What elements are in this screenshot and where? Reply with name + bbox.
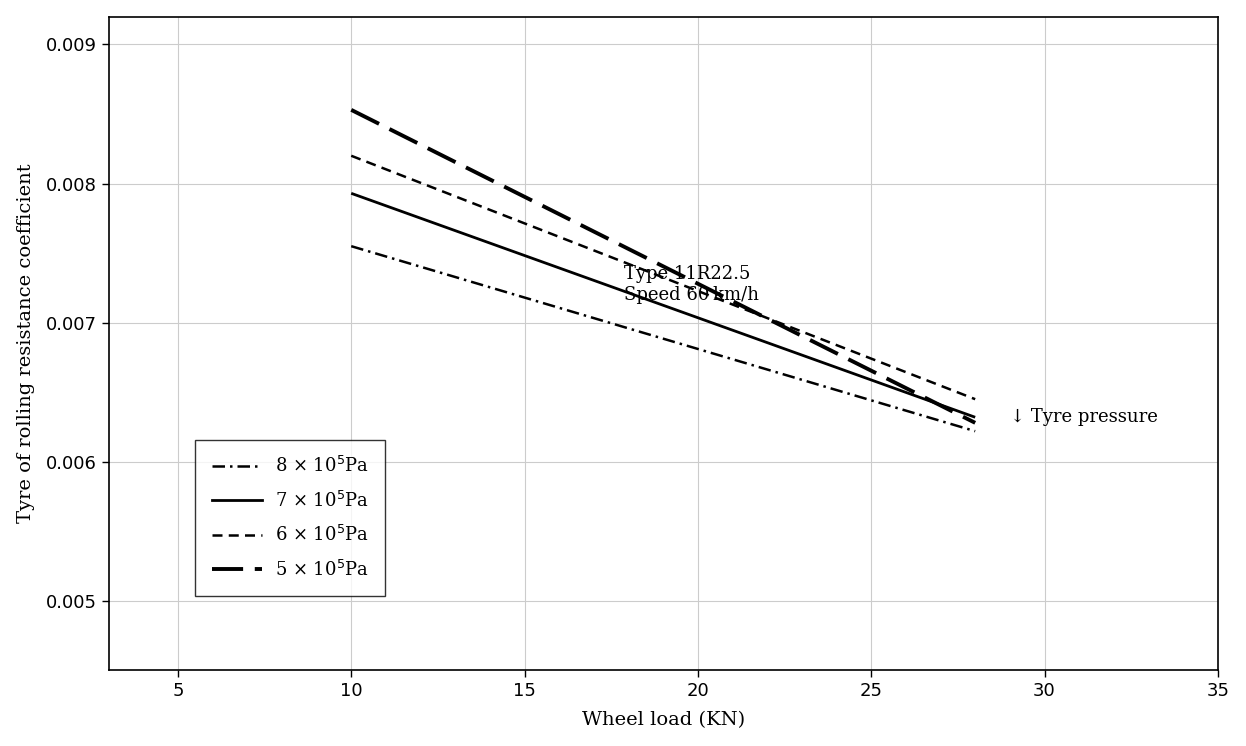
Legend: 8 × 10$^{5}$Pa, 7 × 10$^{5}$Pa, 6 × 10$^{5}$Pa, 5 × 10$^{5}$Pa: 8 × 10$^{5}$Pa, 7 × 10$^{5}$Pa, 6 × 10$^… [196,440,385,596]
Text: ↓ Tyre pressure: ↓ Tyre pressure [1009,408,1158,426]
X-axis label: Wheel load (KN): Wheel load (KN) [582,712,745,730]
Y-axis label: Tyre of rolling resistance coefficient: Tyre of rolling resistance coefficient [16,163,35,524]
Text: Type 11R22.5
Speed 60 km/h: Type 11R22.5 Speed 60 km/h [624,265,759,304]
